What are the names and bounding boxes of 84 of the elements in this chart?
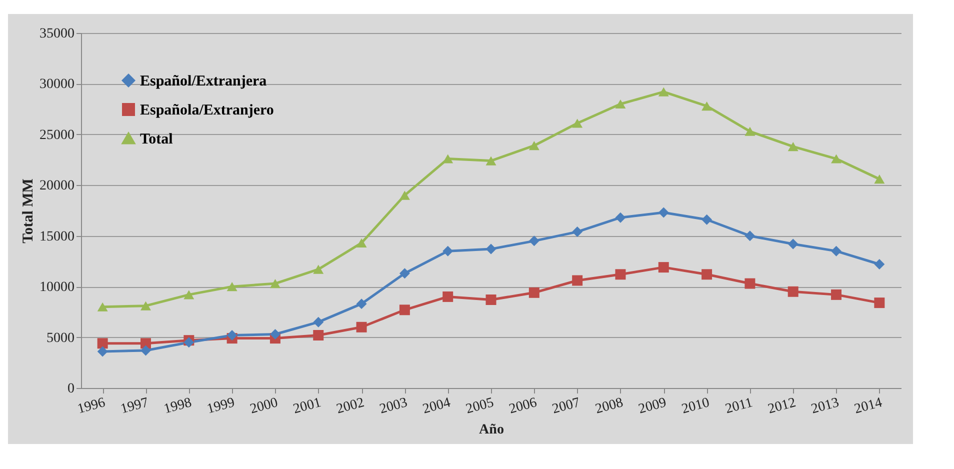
x-tick-label: 2001: [292, 396, 323, 418]
point: [486, 294, 496, 305]
point: [788, 286, 798, 297]
y-tick-label: 20000: [40, 178, 74, 194]
point: [615, 99, 626, 109]
x-tick-label: 2011: [724, 396, 754, 418]
point: [399, 268, 410, 279]
point: [356, 298, 367, 310]
point: [658, 262, 669, 273]
x-tick-label: 2003: [378, 396, 410, 418]
x-tick-label: 2010: [680, 396, 712, 418]
point: [270, 329, 280, 340]
x-tick-label: 1999: [206, 396, 236, 418]
x-tick-label: 2012: [766, 396, 798, 418]
point: [356, 322, 367, 332]
legend-label: Española/Extranjero: [140, 102, 274, 118]
point: [442, 291, 454, 302]
point: [744, 230, 756, 242]
point: [874, 174, 885, 184]
point: [831, 289, 842, 300]
point: [140, 301, 151, 310]
x-tick-label: 1997: [119, 396, 150, 418]
point: [226, 282, 238, 292]
point: [528, 236, 540, 246]
point: [874, 259, 885, 270]
point: [702, 101, 712, 111]
point: [572, 118, 583, 128]
y-tick-label: 30000: [40, 77, 74, 92]
point: [442, 154, 454, 164]
point: [528, 141, 540, 150]
x-tick-label: 2002: [334, 396, 366, 418]
y-tick-label: 15000: [40, 229, 74, 244]
point: [702, 269, 712, 280]
x-tick-label: 2014: [852, 396, 884, 418]
x-tick-label: 2007: [550, 396, 582, 418]
point: [486, 156, 496, 166]
y-tick-label: 10000: [40, 280, 74, 296]
point: [744, 278, 756, 289]
x-tick-label: 1996: [76, 396, 107, 418]
point: [788, 142, 798, 152]
point: [658, 207, 669, 218]
point: [615, 212, 626, 223]
point: [442, 246, 454, 256]
point: [572, 275, 583, 286]
point: [184, 290, 194, 300]
y-tick-label: 25000: [40, 128, 74, 143]
point: [313, 264, 324, 274]
x-tick-label: 1998: [162, 396, 194, 418]
y-tick-label: 35000: [40, 26, 74, 42]
point: [140, 345, 151, 356]
y-tick-label: 5000: [46, 330, 74, 346]
point: [744, 126, 756, 136]
point: [399, 304, 410, 316]
x-tick-label: 2013: [810, 396, 841, 418]
point: [572, 226, 583, 238]
x-tick-label: 2005: [464, 396, 496, 418]
point: [399, 190, 410, 200]
y-axis-title: Total MM: [20, 178, 36, 244]
x-tick-label: 2008: [594, 396, 625, 418]
x-axis-title: Año: [479, 422, 504, 438]
y-tick-label: 0: [68, 382, 74, 396]
point: [788, 238, 798, 250]
point: [97, 338, 108, 349]
point: [356, 238, 367, 248]
point: [270, 278, 280, 288]
legend-label: Español/Extranjera: [140, 74, 268, 90]
point: [486, 244, 496, 254]
legend-label: Total: [140, 132, 173, 148]
point: [226, 330, 238, 340]
point: [831, 154, 842, 164]
x-tick-label: 2006: [508, 396, 539, 418]
point: [874, 298, 885, 308]
x-tick-label: 2000: [248, 396, 280, 418]
point: [528, 287, 540, 298]
point: [658, 87, 669, 96]
point: [615, 269, 626, 280]
point: [831, 246, 842, 256]
x-tick-label: 2009: [637, 396, 668, 418]
x-tick-label: 2004: [421, 396, 452, 418]
point: [97, 302, 108, 312]
point: [313, 316, 324, 328]
point: [702, 214, 712, 225]
point: [313, 330, 324, 340]
point: [97, 346, 108, 357]
